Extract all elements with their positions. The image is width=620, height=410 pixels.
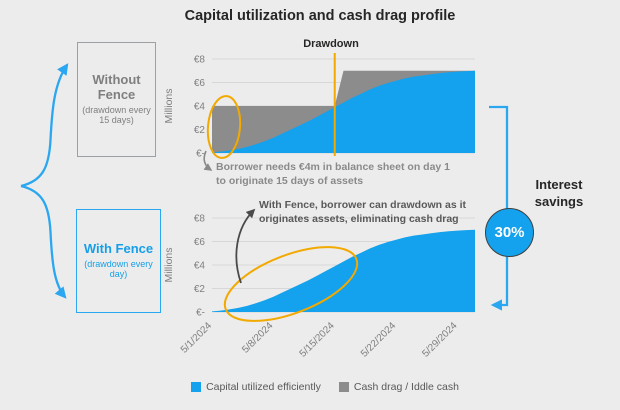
- legend-item-capital: Capital utilized efficiently: [191, 381, 321, 393]
- legend-label-capital: Capital utilized efficiently: [206, 381, 321, 393]
- legend-item-cashdrag: Cash drag / Iddle cash: [338, 381, 459, 393]
- chart-with-fence: €- €2 €4 €6 €8 Millions 5/1/2024 5/8/2024 5/15/2…: [163, 214, 475, 360]
- legend: Capital utilized efficiently Cash drag /…: [160, 381, 490, 393]
- area-capital-utilized-efficiently: [212, 229, 475, 312]
- page-title: Capital utilization and cash drag profil…: [184, 8, 456, 24]
- legend-swatch-gray: [338, 382, 349, 392]
- y-axis-title: Millions: [163, 247, 175, 282]
- y-tick-label: €-: [196, 308, 205, 319]
- x-tick-label: 5/29/2024: [420, 320, 460, 360]
- area-capital-utilized-efficiently: [212, 70, 475, 153]
- y-tick-label: €2: [194, 284, 206, 295]
- with-fence-box: With Fence (drawdown every day): [76, 209, 161, 313]
- interest-savings-badge: 30%: [485, 208, 534, 257]
- with-fence-title: With Fence: [83, 240, 154, 256]
- y-tick-label: €4: [194, 261, 206, 272]
- legend-swatch-blue: [191, 382, 202, 392]
- x-tick-label: 5/1/2024: [179, 320, 215, 356]
- brace-arrow-to-with-fence: [20, 184, 67, 299]
- y-tick-label: €-: [196, 149, 205, 160]
- chart-without-fence: €- €2 €4 €6 €8 Millions: [163, 53, 475, 160]
- drawdown-label: Drawdown: [303, 38, 359, 50]
- y-tick-label: €6: [194, 237, 206, 248]
- y-tick-label: €2: [194, 125, 206, 136]
- brace-arrow-to-without-fence: [20, 63, 69, 188]
- y-tick-label: €6: [194, 78, 206, 89]
- x-tick-label: 5/15/2024: [298, 320, 338, 360]
- with-fence-note: With Fence, borrower can drawdown as it …: [259, 199, 467, 225]
- legend-label-cashdrag: Cash drag / Iddle cash: [353, 381, 459, 393]
- without-fence-title: Without Fence: [92, 71, 141, 102]
- without-fence-subtitle: (drawdown every 15 days): [82, 104, 151, 126]
- y-tick-label: €8: [194, 214, 206, 225]
- y-tick-label: €8: [194, 55, 206, 66]
- y-tick-label: €4: [194, 102, 206, 113]
- with-fence-subtitle: (drawdown every day): [84, 258, 153, 280]
- interest-savings-label: Interest savings: [534, 177, 584, 209]
- x-tick-label: 5/8/2024: [240, 320, 276, 356]
- without-fence-note: Borrower needs €4m in balance sheet on d…: [216, 161, 450, 187]
- y-axis-title: Millions: [163, 88, 175, 123]
- without-fence-box: Without Fence (drawdown every 15 days): [77, 42, 156, 157]
- x-tick-label: 5/22/2024: [359, 320, 399, 360]
